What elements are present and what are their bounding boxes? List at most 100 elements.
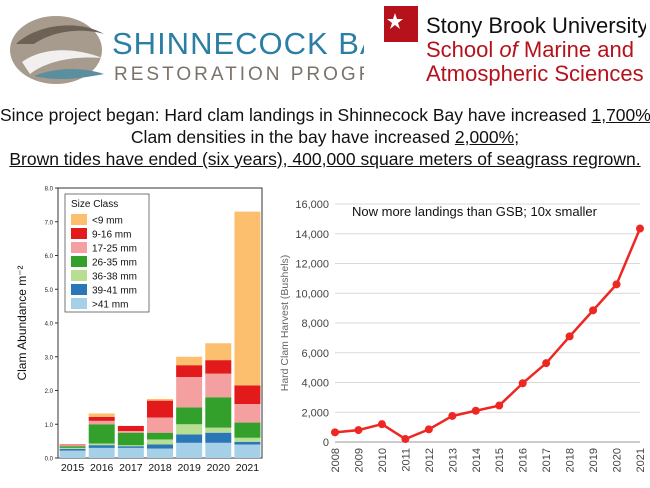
legend-swatch xyxy=(71,228,87,239)
bar-segment xyxy=(147,398,173,401)
bar-segment xyxy=(117,446,144,448)
x-tick-label: 2016 xyxy=(90,462,114,474)
x-tick-label: 2021 xyxy=(236,462,260,474)
legend-label: 9-16 mm xyxy=(92,230,131,241)
y-tick-label: 4.0 xyxy=(45,322,54,328)
x-tick-label: 2018 xyxy=(565,448,577,472)
y-tick-label: 2,000 xyxy=(301,407,329,419)
bar-segment xyxy=(147,432,173,440)
legend-swatch xyxy=(71,298,87,309)
clam-abundance-chart: 0.0 1.0 2.0 3.0 4.0 5.0 6.0 7.0 8.0 Clam Abundanc… xyxy=(15,187,263,474)
data-point xyxy=(518,379,527,388)
x-tick-label: 2017 xyxy=(541,448,553,472)
y-tick-label: 10,000 xyxy=(295,288,329,300)
bar-segment xyxy=(234,422,261,438)
bar-segment xyxy=(205,427,232,433)
data-point xyxy=(331,428,339,437)
data-point xyxy=(401,435,410,444)
stony-brook-logo: Stony Brook University School of Marine … xyxy=(384,6,646,86)
shinnecock-bay-logo: SHINNECOCK BAY RESTORATION PROGRAM xyxy=(10,16,364,85)
data-point xyxy=(495,401,504,410)
bar-segment xyxy=(176,442,203,458)
bar-segment xyxy=(147,417,173,433)
y-tick-label: 6,000 xyxy=(301,348,329,360)
x-tick-label: 2021 xyxy=(635,448,647,472)
x-tick-label: 2019 xyxy=(588,448,600,472)
y-tick-label: 0 xyxy=(323,437,329,449)
legend-label: 39-41 mm xyxy=(92,286,137,297)
bar-segment xyxy=(117,445,144,447)
star-icon xyxy=(387,13,403,29)
bar-segment xyxy=(176,365,203,377)
data-point xyxy=(542,359,551,368)
x-tick-label: 2013 xyxy=(447,448,459,472)
legend-label: 26-35 mm xyxy=(92,258,137,269)
y-tick-label: 4,000 xyxy=(301,378,329,390)
harvest-line xyxy=(334,228,642,441)
y-tick-label: 1.0 xyxy=(45,423,54,429)
x-tick-label: 2018 xyxy=(148,462,172,474)
bar-segment xyxy=(88,443,115,446)
bar-segment xyxy=(234,404,261,423)
bar-segment xyxy=(176,424,203,435)
x-tick-label: 2010 xyxy=(377,448,389,472)
bar-segment xyxy=(205,432,232,443)
headline-line2: Clam densities in the bay have increased… xyxy=(130,127,520,147)
x-tick-label: 2015 xyxy=(494,448,506,472)
y-tick-label: 3.0 xyxy=(45,355,54,361)
bar-segment xyxy=(59,446,86,448)
bar-segment xyxy=(88,424,115,444)
bar-segment xyxy=(147,439,173,445)
y-tick-label: 8.0 xyxy=(45,187,54,193)
bar-segment xyxy=(205,343,232,361)
bar-segment xyxy=(117,432,144,446)
bar-segment xyxy=(176,407,203,425)
bar-segment xyxy=(117,447,144,458)
y-tick-label: 6.0 xyxy=(45,254,54,260)
bar-segment xyxy=(176,377,203,408)
data-point xyxy=(612,280,621,289)
bar-segment xyxy=(117,431,144,433)
bar-segment xyxy=(88,447,115,458)
bar-segment xyxy=(205,397,232,428)
legend-swatch xyxy=(71,284,87,295)
bar-segment xyxy=(88,413,115,417)
bar-segment xyxy=(88,445,115,448)
headline-line3: Brown tides have ended (six years), 400,… xyxy=(9,149,641,169)
x-tick-label: 2012 xyxy=(424,448,436,472)
bar-segment xyxy=(205,442,232,458)
bar-segment xyxy=(147,400,173,418)
x-tick-label: 2011 xyxy=(400,448,412,472)
bar-segment xyxy=(59,448,86,451)
y-tick-label: 7.0 xyxy=(45,220,54,226)
chart-annotation: Now more landings than GSB; 10x smaller xyxy=(352,204,598,219)
y-axis-label: Hard Clam Harvest (Bushels) xyxy=(280,255,291,392)
y-tick-label: 0.0 xyxy=(45,457,54,463)
x-tick-label: 2016 xyxy=(518,448,530,472)
y-tick-label: 16,000 xyxy=(295,199,329,211)
y-tick-label: 8,000 xyxy=(301,318,329,330)
university-name: Stony Brook University xyxy=(426,13,646,38)
legend-swatch xyxy=(71,214,87,225)
bar-segment xyxy=(176,434,203,443)
legend-title: Size Class xyxy=(71,199,118,210)
data-point xyxy=(636,224,644,233)
star-box-icon xyxy=(384,6,418,42)
y-axis-label: Clam Abundance m⁻² xyxy=(15,265,29,380)
legend-swatch xyxy=(71,242,87,253)
bar-segment xyxy=(88,420,115,425)
shell-emblem-icon xyxy=(10,16,104,84)
program-subtitle: RESTORATION PROGRAM xyxy=(114,64,364,85)
y-tick-label: 12,000 xyxy=(295,259,329,271)
x-tick-label: 2017 xyxy=(119,462,143,474)
data-point xyxy=(589,306,598,315)
bar-segment xyxy=(234,441,261,445)
school-name-line2: Atmospheric Sciences xyxy=(426,61,644,86)
x-tick-label: 2020 xyxy=(612,448,624,472)
bar-segment xyxy=(205,373,232,398)
x-tick-label: 2009 xyxy=(353,448,365,472)
bar-segment xyxy=(59,444,86,446)
data-point xyxy=(354,426,363,435)
x-tick-label: 2015 xyxy=(61,462,85,474)
y-tick-label: 14,000 xyxy=(295,229,329,241)
